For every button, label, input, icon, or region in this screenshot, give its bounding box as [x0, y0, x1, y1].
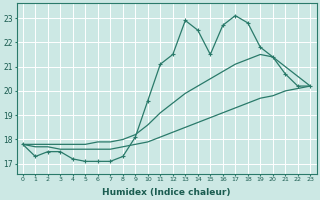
- X-axis label: Humidex (Indice chaleur): Humidex (Indice chaleur): [102, 188, 231, 197]
